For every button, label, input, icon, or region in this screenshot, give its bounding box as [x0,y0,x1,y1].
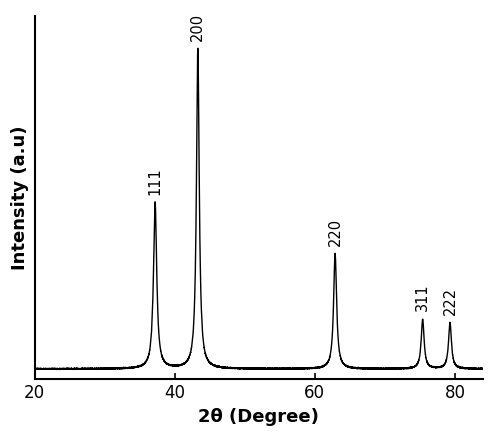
X-axis label: 2θ (Degree): 2θ (Degree) [198,408,319,426]
Text: 220: 220 [328,218,343,246]
Text: 222: 222 [443,286,457,315]
Text: 200: 200 [190,13,206,41]
Text: 111: 111 [148,167,163,194]
Y-axis label: Intensity (a.u): Intensity (a.u) [11,126,29,270]
Text: 311: 311 [415,284,430,311]
